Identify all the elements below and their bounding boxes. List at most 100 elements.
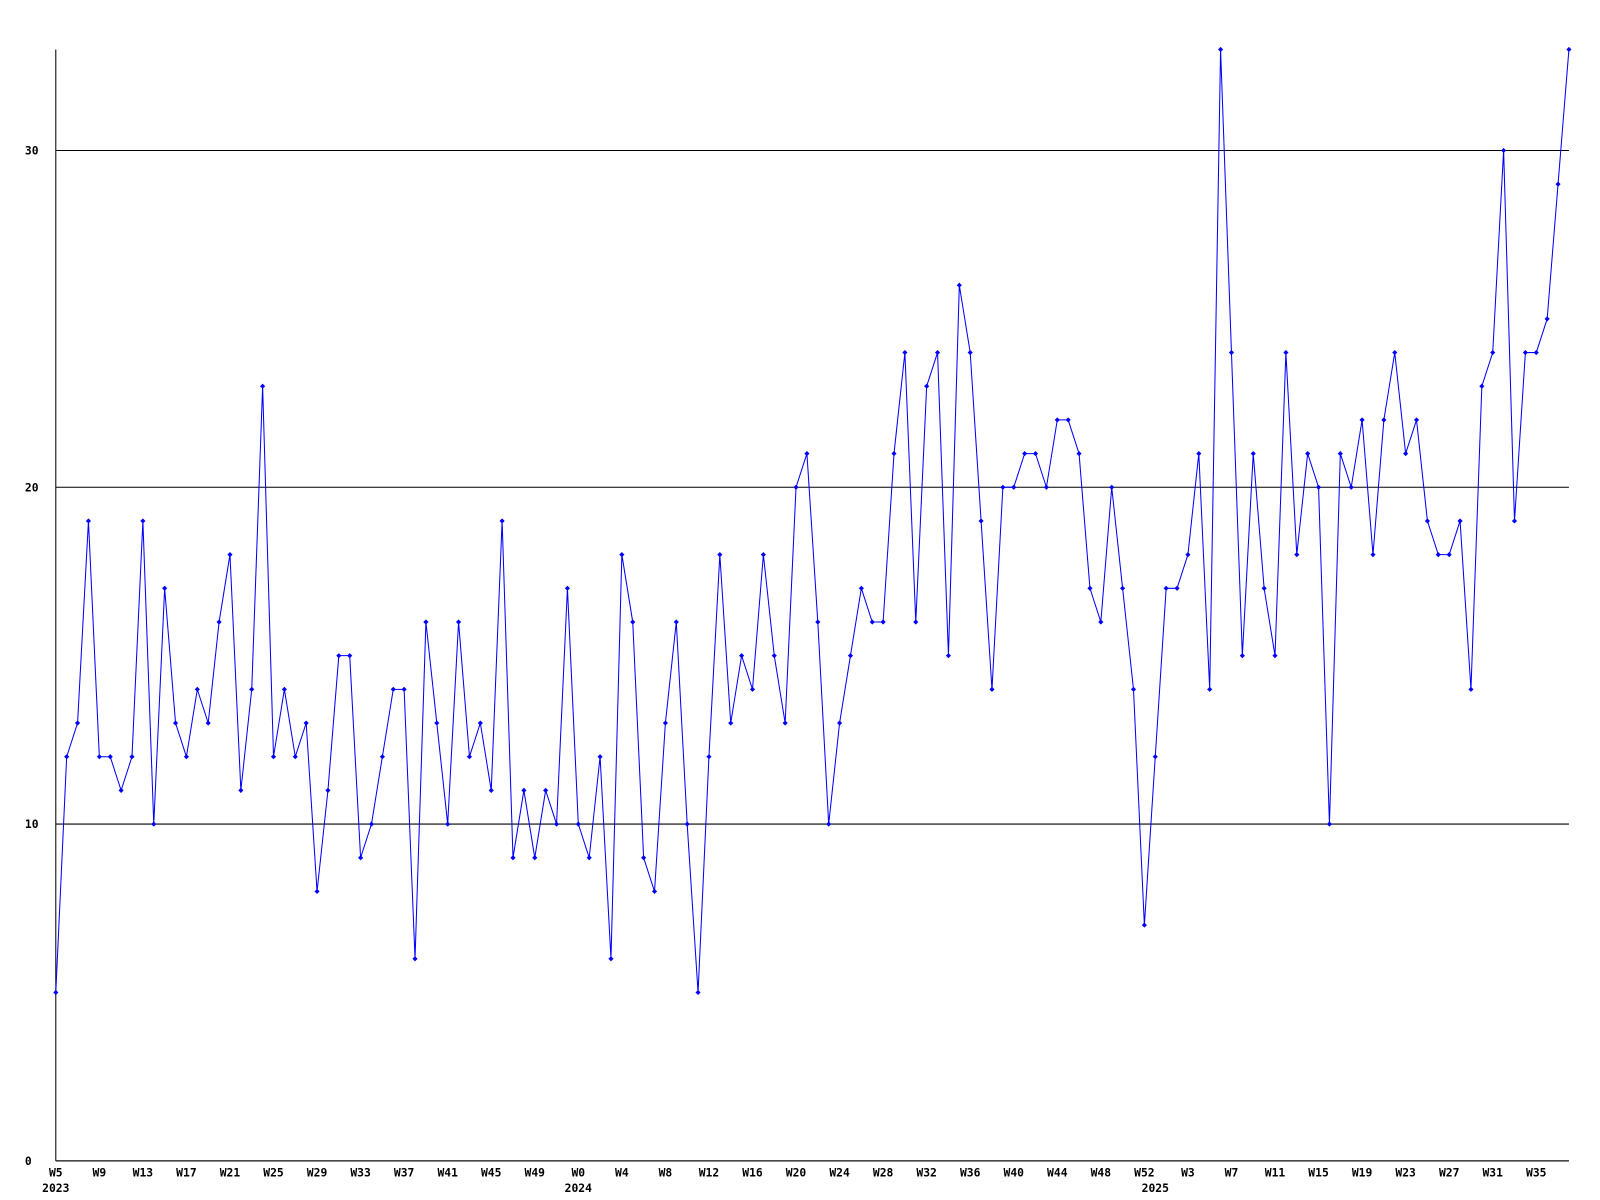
point — [129, 754, 135, 760]
point — [1359, 417, 1365, 423]
x-tick-label: W35 — [1526, 1165, 1547, 1179]
y-tick-label: 10 — [25, 817, 39, 831]
point — [1370, 552, 1376, 558]
x-tick-label: W28 — [873, 1165, 894, 1179]
x-tick-label: W13 — [133, 1165, 154, 1179]
point — [553, 821, 560, 827]
point — [1163, 585, 1169, 591]
point — [532, 855, 538, 861]
point — [521, 787, 527, 793]
point — [423, 619, 429, 625]
point — [543, 787, 549, 793]
point — [96, 754, 102, 760]
point — [270, 754, 277, 760]
point — [641, 855, 647, 861]
point — [85, 518, 92, 524]
point — [739, 653, 745, 659]
point — [434, 720, 440, 726]
point — [1239, 653, 1245, 659]
point — [1130, 686, 1137, 692]
point — [1544, 316, 1550, 322]
point — [1435, 552, 1441, 558]
x-tick-label: W20 — [786, 1165, 807, 1179]
point — [804, 451, 810, 457]
point — [1511, 518, 1518, 524]
point — [1490, 349, 1496, 356]
x-tick-label: W37 — [394, 1165, 414, 1179]
x-tick-label: W19 — [1352, 1165, 1373, 1179]
year-label: 2024 — [565, 1181, 592, 1195]
point — [205, 720, 211, 726]
point — [1305, 451, 1311, 457]
point — [151, 821, 157, 827]
point — [782, 720, 788, 726]
point — [347, 653, 353, 659]
point — [1054, 417, 1060, 423]
point — [466, 754, 473, 760]
point — [924, 383, 930, 389]
point — [172, 720, 179, 726]
x-tick-label: W27 — [1439, 1165, 1459, 1179]
point — [1283, 349, 1289, 356]
point — [499, 518, 505, 524]
point — [227, 552, 233, 558]
point — [815, 619, 821, 625]
point — [249, 686, 255, 692]
point — [695, 989, 701, 996]
point — [118, 787, 124, 793]
year-label: 2023 — [42, 1181, 69, 1195]
point — [597, 754, 603, 760]
x-tick-label: W33 — [350, 1165, 371, 1179]
point — [1185, 552, 1191, 558]
point — [728, 720, 734, 726]
point — [1228, 349, 1235, 356]
x-tick-label: W41 — [437, 1165, 458, 1179]
point — [1446, 552, 1452, 558]
x-tick-label: W52 — [1134, 1165, 1154, 1179]
point — [934, 349, 941, 356]
point — [1250, 451, 1256, 457]
x-tick-label: W21 — [220, 1165, 241, 1179]
point — [1501, 147, 1507, 154]
point — [64, 754, 70, 760]
x-tick-label: W12 — [699, 1165, 719, 1179]
point — [945, 653, 952, 659]
point — [1348, 484, 1354, 490]
point — [1413, 417, 1420, 423]
x-tick-label: W4 — [615, 1165, 629, 1179]
point — [1065, 417, 1071, 423]
point — [1555, 181, 1561, 187]
y-tick-label: 30 — [25, 144, 39, 158]
x-tick-label: W49 — [525, 1165, 546, 1179]
point — [684, 821, 690, 827]
year-label: 2025 — [1142, 1181, 1169, 1195]
point — [989, 686, 995, 692]
point — [619, 552, 625, 558]
y-tick-label: 0 — [25, 1154, 32, 1168]
point — [74, 720, 81, 726]
point — [967, 349, 973, 356]
point — [1043, 484, 1049, 490]
point — [379, 754, 385, 760]
point — [325, 787, 331, 793]
x-tick-label: W31 — [1482, 1165, 1503, 1179]
point — [978, 518, 984, 524]
point — [1468, 686, 1474, 692]
x-tick-label: W7 — [1225, 1165, 1239, 1179]
point — [1207, 686, 1213, 692]
point — [662, 720, 668, 726]
series-line — [55, 49, 1570, 993]
point — [292, 754, 298, 760]
point — [281, 686, 287, 692]
point — [891, 451, 897, 457]
point — [1566, 46, 1572, 53]
point — [238, 787, 244, 793]
x-tick-label: W44 — [1047, 1165, 1068, 1179]
point — [717, 552, 723, 558]
point — [1174, 585, 1180, 591]
point — [488, 787, 494, 793]
x-tick-label: W24 — [829, 1165, 850, 1179]
x-tick-label: W0 — [571, 1165, 585, 1179]
point — [1120, 585, 1126, 591]
